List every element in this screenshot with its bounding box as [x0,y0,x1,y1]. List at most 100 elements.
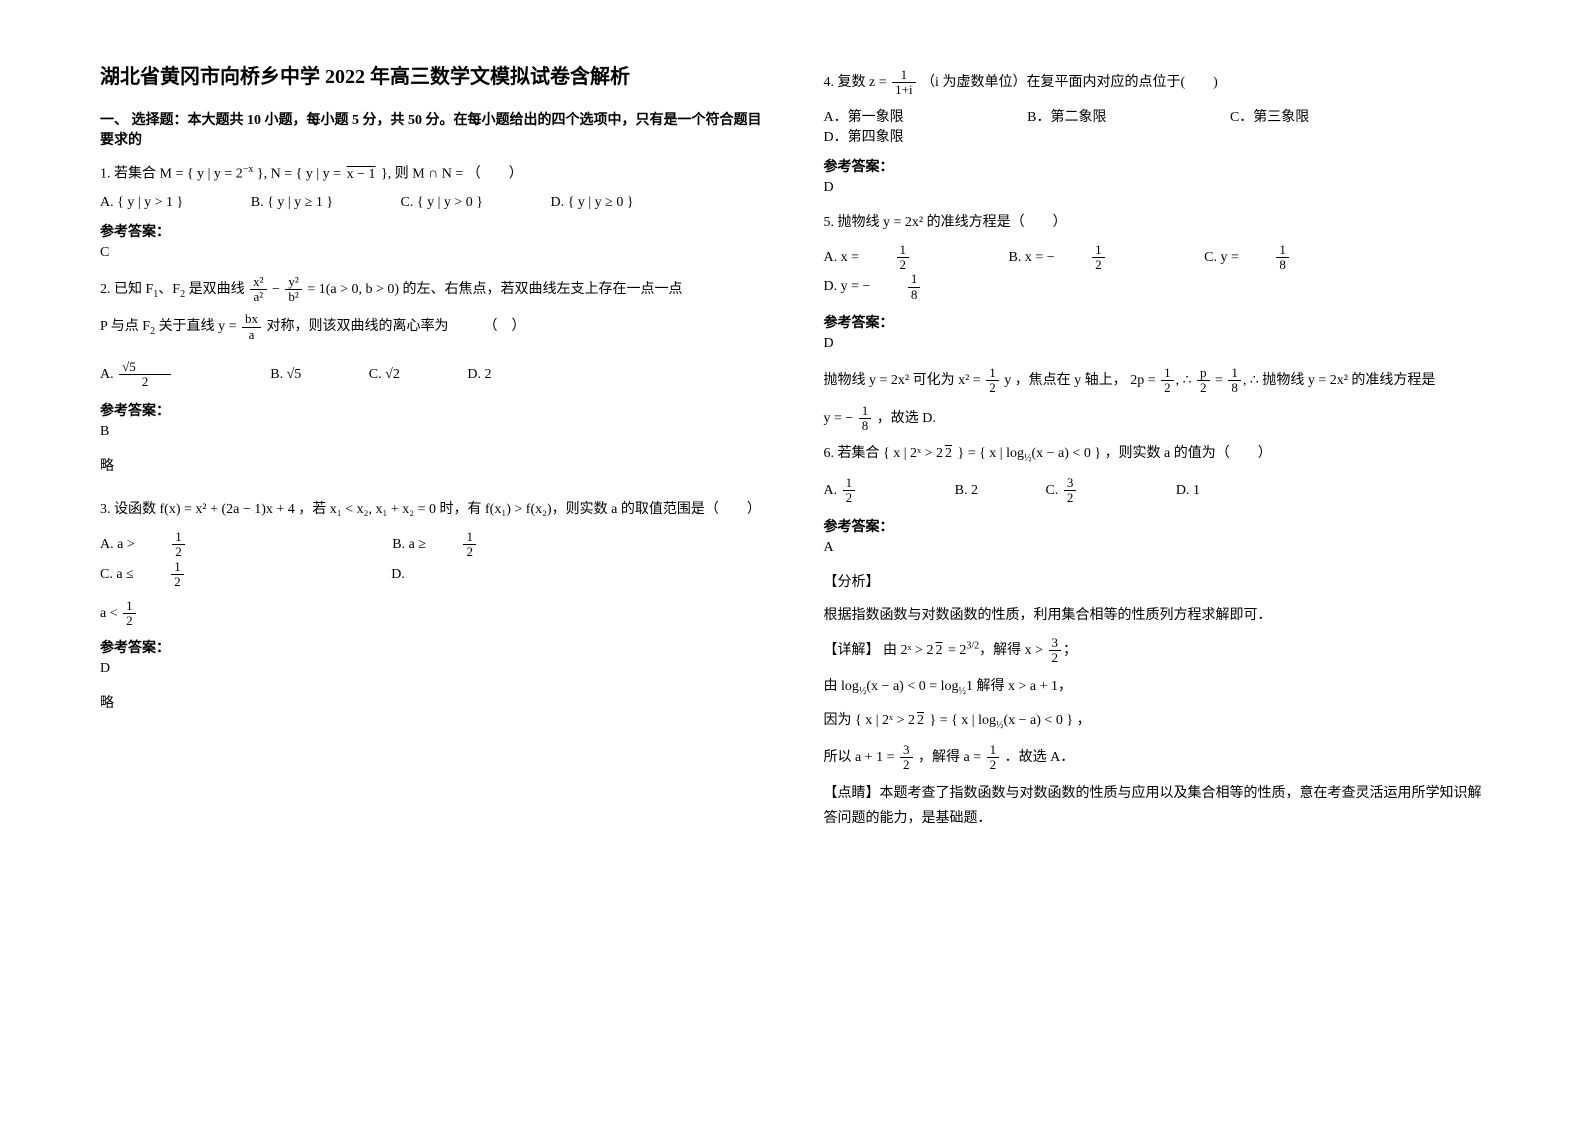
q2-options: A. √52 B. √5 C. √2 D. 2 [100,360,764,390]
q6-detail-3: 因为 { x | 2ˣ > 22 } = { x | log½(x − a) <… [824,708,1488,735]
q6-optD: D. 1 [1176,483,1232,498]
right-column: 4. 复数 z = 11+i （i 为虚数单位）在复平面内对应的点位于( ) A… [824,60,1488,839]
q6A-num: 1 [843,476,856,491]
q3-answer: D [100,661,764,677]
q3A-l: a > [117,537,138,552]
q3A-num: 1 [172,530,185,545]
q5-expl-2: y = − 18 ，故选 D. [824,404,1488,434]
q6-d1c: ，解得 [979,643,1025,658]
q2-optB-val: 5 [294,367,301,382]
q5B-den: 2 [1092,258,1105,272]
q6-dh: 【详解】 [824,643,880,658]
q2-optA-den: 2 [119,375,171,389]
q6-d1-frac: 32 [1049,636,1062,666]
q2-frac1: x²a² [250,275,266,305]
q1-optC: C. { y | y > 0 } [401,195,515,210]
q6D-val: 1 [1193,483,1200,498]
q6-d3b: ， [1077,713,1091,728]
q6-detail-4: 所以 a + 1 = 32 ，解得 a = 12 ．故选 A． [824,743,1488,773]
q5-options: A. x = 12 B. x = − 12 C. y = 18 D. y = −… [824,243,1488,302]
q5-ef2: 12 [1161,366,1174,396]
q2-optB: B. √5 [270,367,333,382]
q1-optB: B. { y | y ≥ 1 } [251,195,365,210]
q6B-val: 2 [971,483,978,498]
q5A-den: 2 [897,258,910,272]
q6-sub-half3: ½ [959,685,967,696]
q5A-frac: 12 [897,243,942,273]
q1-stem: 1. 若集合 M = { y | y = 2−x }, N = { y | y … [100,161,764,187]
q5D-frac: 18 [908,272,953,302]
q6C-num: 3 [1064,476,1077,491]
q3D-den: 2 [123,614,136,628]
q5-ed: ，故选 D. [877,411,936,426]
q5B-num: 1 [1092,243,1105,258]
q6-optA: A. 12 [824,483,920,498]
q1-exp: −x [243,164,254,175]
q1-stem-pre: 1. 若集合 M = { y | y = 2 [100,167,243,182]
q5-expl-1: 抛物线 y = 2x² 可化为 x² = 12 y ，焦点在 y 轴上， 2p … [824,366,1488,396]
q4-answer-label: 参考答案： [824,156,1488,176]
q5C-frac: 18 [1276,243,1321,273]
q6-d1a: 由 2ˣ > 2 [883,643,933,658]
q1-optA-text: { y | y > 1 } [117,195,183,210]
q6-sub-half2: ½ [859,685,867,696]
q6-detail-1: 【详解】 由 2ˣ > 22 = 23/2，解得 x > 32； [824,636,1488,666]
q5D-l: y = − [841,279,874,294]
q1-answer: C [100,245,764,261]
q6-d2b: 解得 x > a + 1， [977,679,1073,694]
q1-stem-mid: }, N = { y | y = [253,167,344,182]
q6-answer-label: 参考答案： [824,516,1488,536]
q6-options: A. 12 B. 2 C. 32 D. 1 [824,476,1488,506]
q5-ef1: 12 [986,366,999,396]
q4-stem: 4. 复数 z = 11+i （i 为虚数单位）在复平面内对应的点位于( ) [824,68,1488,98]
q2-s1a: 2. 已知 F [100,282,153,297]
q1-optD: D. { y | y ≥ 0 } [551,195,666,210]
q2-optA-frac: √52 [119,360,203,390]
q3B-num: 1 [463,530,476,545]
q1-sqrt: x − 1 [345,167,378,182]
q3C-frac: 12 [171,560,216,590]
q2-optD: D. 2 [467,367,523,382]
q6-d1b: = 2 [944,643,966,658]
q4-answer: D [824,180,1488,196]
q6-analysis: 根据指数函数与对数函数的性质，利用集合相等的性质列方程求解即可． [824,603,1488,628]
q2-frac3: bxa [242,312,261,342]
q5-answer-label: 参考答案： [824,312,1488,332]
q6C-den: 2 [1064,491,1077,505]
q5A-l: x = [841,250,863,265]
q6A-den: 2 [843,491,856,505]
document-title: 湖北省黄冈市向桥乡中学 2022 年高三数学文模拟试卷含解析 [100,60,764,89]
q6-d2a: 由 [824,679,842,694]
q6-d3a: 因为 [824,713,856,728]
q4-sa: 4. 复数 [824,75,870,90]
q6-detail-2: 由 log½(x − a) < 0 = log½1 解得 x > a + 1， [824,674,1488,701]
q3-optD-marker: D. [391,567,405,582]
q2-optC: C. √2 [369,367,432,382]
q2-stem-line2: P 与点 F2 关于直线 y = bxa 对称，则该双曲线的离心率为 （ ） [100,312,764,342]
q6-ch: 【点睛】 [824,786,880,801]
q2-optA-sqrt: 5 [129,359,136,374]
q6-d1d: ； [1063,643,1077,658]
q2-answer: B [100,424,764,440]
q5-stem: 5. 抛物线 y = 2x² 的准线方程是（ ） [824,210,1488,235]
q3B-den: 2 [463,545,476,559]
q5C-den: 8 [1276,258,1289,272]
q4-optA: A．第一象限 [824,110,904,125]
left-column: 湖北省黄冈市向桥乡中学 2022 年高三数学文模拟试卷含解析 一、 选择题：本大… [100,60,764,839]
q5-ec: 抛物线 y = 2x² 的准线方程是 [1262,373,1435,388]
q6-d4-frac1: 32 [900,743,913,773]
q6-se-m: } = { x | log [954,446,1024,461]
q5-optA: A. x = 12 [824,250,974,265]
q5-ef5: 18 [859,404,872,434]
q6-sqrt2a: 2 [943,446,954,461]
section-1-header: 一、 选择题：本大题共 10 小题，每小题 5 分，共 50 分。在每小题给出的… [100,109,764,149]
q6-answer: A [824,540,1488,556]
q6-optC: C. 32 [1045,483,1140,498]
q2-frac2: y²b² [285,275,301,305]
q6-optB: B. 2 [955,483,1010,498]
q3A-frac: 12 [172,530,217,560]
q3-optD: a < 12 [100,599,764,629]
q5-answer: D [824,336,1488,352]
q3D-l: a < [100,606,121,621]
q6-ct: 本题考查了指数函数与对数函数的性质与应用以及集合相等的性质，意在考查灵活运用所学… [824,786,1482,826]
